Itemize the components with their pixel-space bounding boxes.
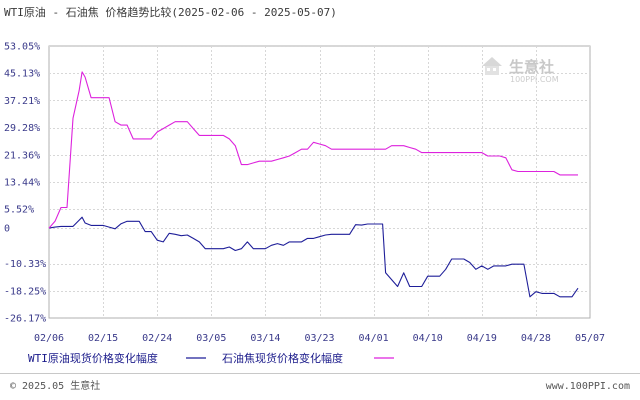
x-tick-label-3: 03/05	[196, 333, 226, 344]
y-tick-label-6: 5.52%	[4, 205, 34, 216]
y-tick-label-1: 45.13%	[4, 69, 40, 80]
y-tick-label-5: 13.44%	[4, 178, 40, 189]
series-line-1	[48, 71, 578, 229]
watermark-name: 生意社	[509, 58, 554, 76]
x-tick-label-6: 04/01	[359, 333, 389, 344]
y-tick-label-8: -10.33%	[4, 259, 46, 270]
y-tick-label-0: 53.05%	[4, 42, 40, 53]
plot-area	[48, 45, 591, 319]
series-layer	[48, 71, 579, 298]
x-axis: 02/06 02/15 02/24 03/05 03/14 03/23 04/01 04/10…	[34, 333, 605, 344]
y-tick-label-9: -18.25%	[4, 286, 46, 297]
x-tick-label-10: 05/07	[575, 333, 605, 344]
y-tick-label-10: -26.17%	[4, 314, 46, 325]
x-tick-label-8: 04/19	[467, 333, 497, 344]
watermark: 生意社 100PPI.COM	[482, 57, 559, 84]
watermark-url: 100PPI.COM	[510, 75, 559, 84]
legend-label-coke: 石油焦现货价格变化幅度	[222, 351, 343, 365]
legend: WTI原油现货价格变化幅度 石油焦现货价格变化幅度	[28, 351, 394, 365]
chart-title: WTI原油 - 石油焦 价格趋势比较(2025-02-06 - 2025-05-…	[4, 5, 337, 19]
y-tick-label-2: 37.21%	[4, 96, 40, 107]
y-tick-label-4: 21.36%	[4, 150, 40, 161]
footer-website: www.100PPI.com	[546, 381, 630, 392]
x-tick-label-7: 04/10	[413, 333, 443, 344]
footer-copyright: © 2025.05 生意社	[10, 379, 100, 392]
y-tick-label-7: 0	[4, 224, 10, 235]
x-tick-label-5: 03/23	[304, 333, 334, 344]
x-tick-label-1: 02/15	[88, 333, 118, 344]
series-line-0	[48, 216, 579, 298]
y-tick-label-3: 29.28%	[4, 123, 40, 134]
x-tick-label-4: 03/14	[250, 333, 280, 344]
y-axis: 53.05% 45.13% 37.21% 29.28% 21.36% 13.44% 5.52…	[4, 42, 46, 325]
watermark-logo-icon	[482, 57, 502, 75]
grid	[49, 46, 591, 319]
x-tick-label-9: 04/28	[521, 333, 551, 344]
x-tick-label-0: 02/06	[34, 333, 64, 344]
x-tick-label-2: 02/24	[142, 333, 172, 344]
legend-label-wti: WTI原油现货价格变化幅度	[28, 351, 158, 365]
